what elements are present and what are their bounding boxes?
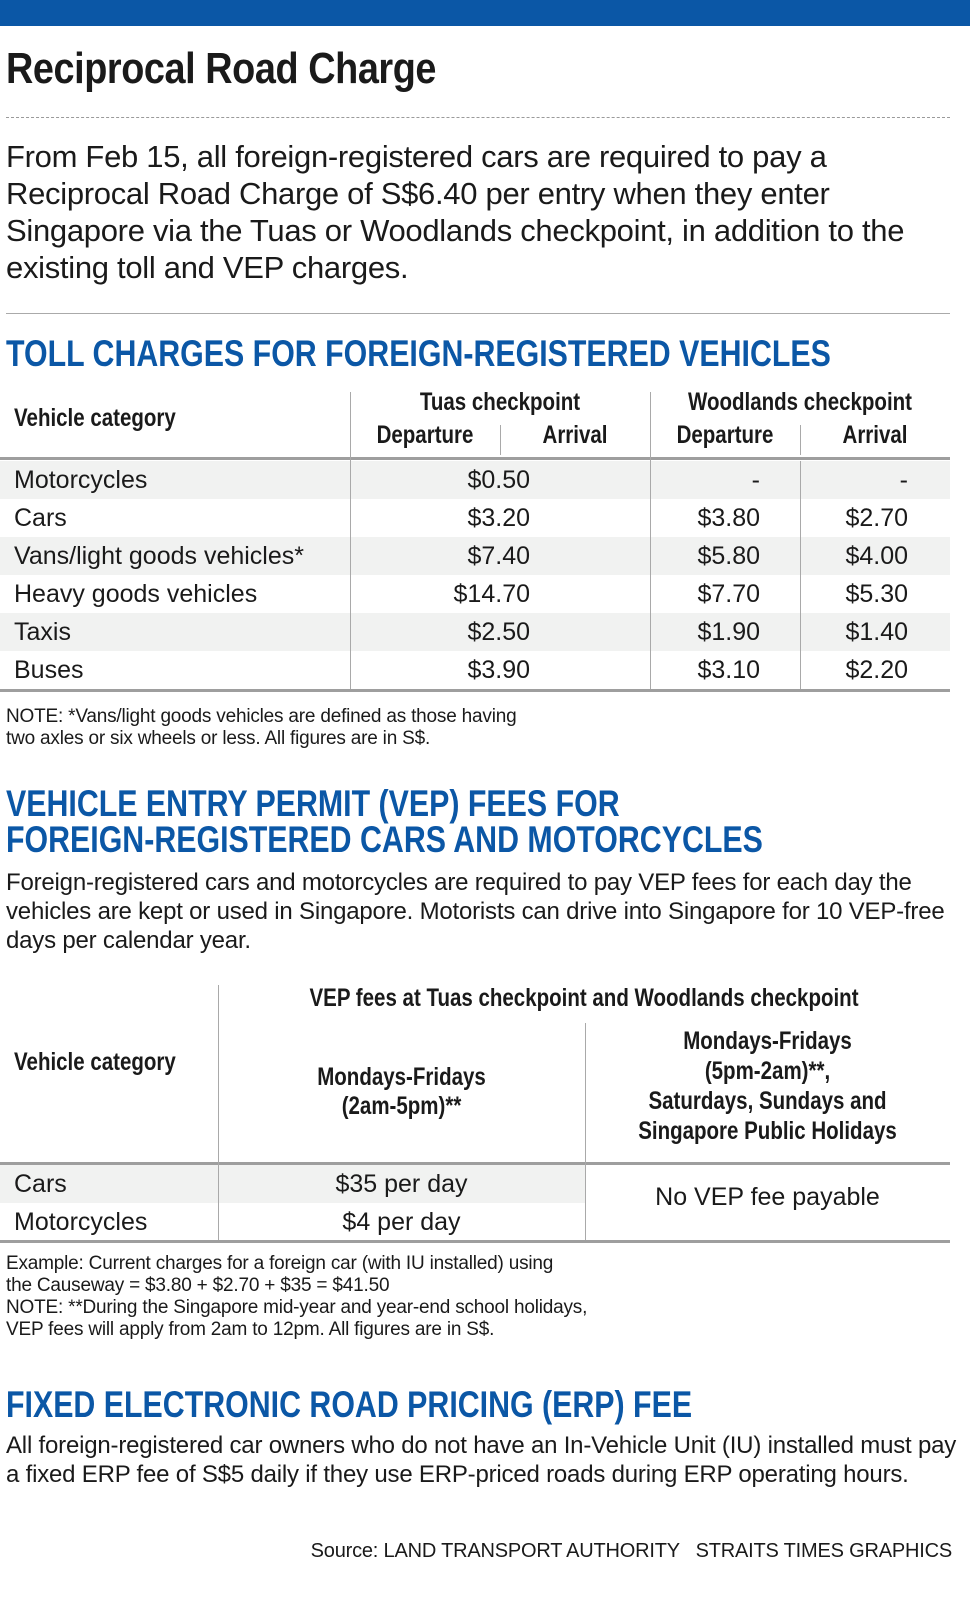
header-line: (2am-5pm)** [341, 1092, 462, 1120]
note-line: the Causeway = $3.80 + $2.70 + $35 = $41… [6, 1275, 390, 1296]
row-tuas: $3.90 [467, 656, 530, 684]
col-header-group: VEP fees at Tuas checkpoint and Woodland… [309, 984, 859, 1012]
col-header-weekday: Mondays-Fridays (2am-5pm)** [251, 1063, 552, 1121]
row-category: Vans/light goods vehicles* [14, 542, 304, 570]
table-row: Cars $35 per day [0, 1165, 585, 1203]
header-line: Mondays-Fridays [683, 1027, 852, 1055]
row-category: Heavy goods vehicles [14, 580, 258, 608]
note-line: Example: Current charges for a foreign c… [6, 1253, 554, 1274]
toll-table: Vehicle category Tuas checkpoint Woodlan… [0, 388, 950, 692]
row-tuas: $7.40 [467, 542, 530, 570]
row-weekday: $4 per day [342, 1208, 461, 1236]
header-line: Saturdays, Sundays and [648, 1087, 887, 1115]
footer-rule [0, 1240, 950, 1243]
header-rule [0, 1162, 950, 1165]
header-line: Mondays-Fridays [317, 1063, 486, 1091]
table-row: Cars $3.20 $3.80 $2.70 [0, 499, 950, 537]
row-weekday: $35 per day [335, 1170, 468, 1198]
col-header-wl-departure: Departure [676, 421, 774, 449]
table-row: Vans/light goods vehicles* $7.40 $5.80 $… [0, 537, 950, 575]
note-line: VEP fees will apply from 2am to 12pm. Al… [6, 1319, 495, 1340]
no-vep-fee: No VEP fee payable [655, 1183, 880, 1211]
row-wl-arrival: $1.40 [845, 618, 908, 646]
row-category: Taxis [14, 618, 71, 646]
col-header-wl-arrival: Arrival [842, 421, 908, 449]
table-row: Motorcycles $4 per day [0, 1203, 585, 1241]
row-tuas: $3.20 [467, 504, 530, 532]
divider [6, 313, 950, 314]
page-title: Reciprocal Road Charge [6, 44, 437, 93]
col-header-category: Vehicle category [14, 404, 176, 432]
row-wl-arrival: $5.30 [845, 580, 908, 608]
source-credit: Source: LAND TRANSPORT AUTHORITY STRAITS… [310, 1540, 953, 1562]
footer-rule [0, 689, 950, 692]
row-wl-departure: $3.80 [697, 504, 760, 532]
col-header-tuas-arrival: Arrival [542, 421, 608, 449]
erp-paragraph: All foreign-registered car owners who do… [6, 1432, 957, 1488]
row-tuas: $14.70 [453, 580, 530, 608]
vep-heading-line: VEHICLE ENTRY PERMIT (VEP) FEES FOR [6, 783, 620, 824]
row-tuas: $0.50 [467, 466, 530, 494]
row-wl-arrival: $4.00 [845, 542, 908, 570]
table-row: Heavy goods vehicles $14.70 $7.70 $5.30 [0, 575, 950, 613]
table-row: Motorcycles $0.50 - - [0, 461, 950, 499]
vep-notes: Example: Current charges for a foreign c… [6, 1253, 587, 1341]
toll-note: NOTE: *Vans/light goods vehicles are def… [6, 706, 517, 750]
row-wl-departure: $3.10 [697, 656, 760, 684]
col-header-woodlands: Woodlands checkpoint [687, 388, 912, 416]
vep-paragraph: Foreign-registered cars and motorcycles … [6, 869, 945, 954]
intro-paragraph: From Feb 15, all foreign-registered cars… [6, 139, 905, 285]
row-category: Cars [14, 1170, 67, 1198]
erp-heading: FIXED ELECTRONIC ROAD PRICING (ERP) FEE [6, 1384, 693, 1425]
header-line: (5pm-2am)**, [704, 1057, 831, 1085]
row-wl-arrival: $2.70 [845, 504, 908, 532]
dashed-divider [6, 117, 950, 118]
vep-heading: VEHICLE ENTRY PERMIT (VEP) FEES FOR FORE… [6, 783, 763, 860]
header-line: Singapore Public Holidays [638, 1117, 897, 1145]
toll-heading: TOLL CHARGES FOR FOREIGN-REGISTERED VEHI… [6, 333, 831, 374]
table-row: Buses $3.90 $3.10 $2.20 [0, 651, 950, 689]
row-wl-departure: - [751, 466, 760, 494]
note-line: NOTE: **During the Singapore mid-year an… [6, 1297, 588, 1318]
row-wl-arrival: - [899, 466, 908, 494]
header-rule [0, 457, 950, 460]
note-line: two axles or six wheels or less. All fig… [6, 728, 431, 749]
row-category: Motorcycles [14, 466, 148, 494]
col-header-tuas: Tuas checkpoint [419, 388, 581, 416]
col-header-tuas-departure: Departure [376, 421, 474, 449]
row-wl-departure: $5.80 [697, 542, 760, 570]
vep-heading-line: FOREIGN-REGISTERED CARS AND MOTORCYCLES [6, 819, 763, 860]
row-category: Buses [14, 656, 84, 684]
note-line: NOTE: *Vans/light goods vehicles are def… [6, 706, 517, 727]
row-wl-departure: $1.90 [697, 618, 760, 646]
row-wl-arrival: $2.20 [845, 656, 908, 684]
row-wl-departure: $7.70 [697, 580, 760, 608]
col-header-category: Vehicle category [14, 1048, 176, 1076]
table-row: Taxis $2.50 $1.90 $1.40 [0, 613, 950, 651]
col-header-other: Mondays-Fridays (5pm-2am)**, Saturdays, … [618, 1026, 917, 1146]
top-brand-bar [0, 0, 970, 26]
row-category: Motorcycles [14, 1208, 148, 1236]
row-tuas: $2.50 [467, 618, 530, 646]
vep-table: Vehicle category VEP fees at Tuas checkp… [0, 984, 950, 1243]
row-category: Cars [14, 504, 67, 532]
